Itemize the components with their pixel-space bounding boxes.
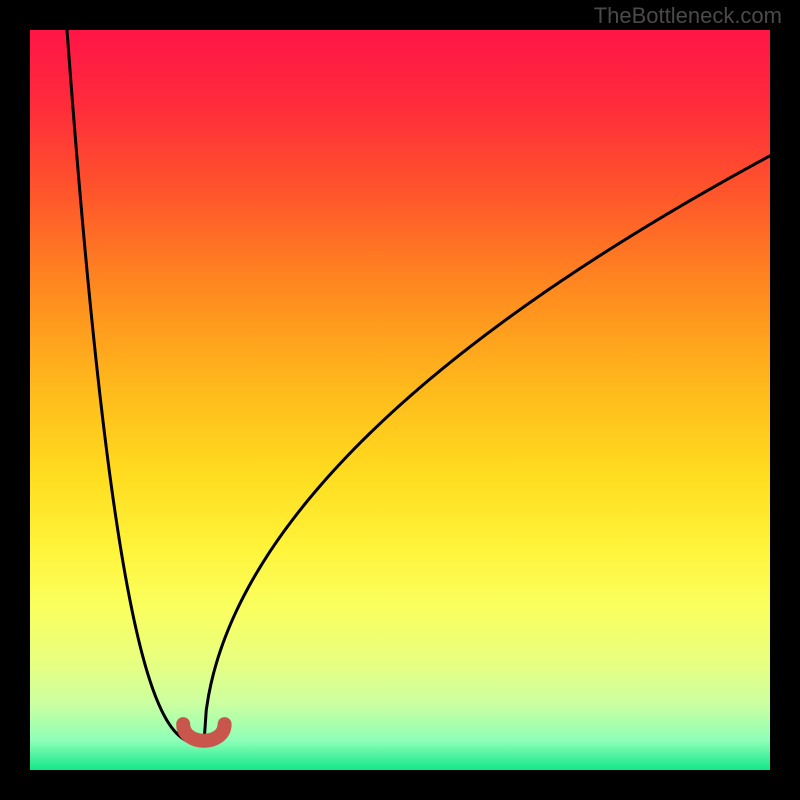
bottleneck-chart xyxy=(30,30,770,770)
plot-area xyxy=(30,30,770,770)
gradient-background xyxy=(30,30,770,770)
watermark-text: TheBottleneck.com xyxy=(594,3,782,29)
